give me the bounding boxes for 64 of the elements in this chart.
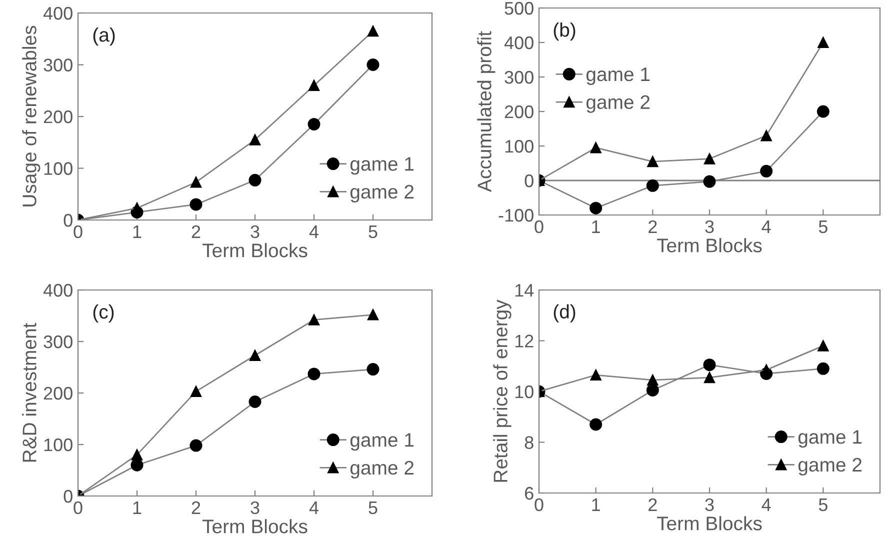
legend-label: game 1 (350, 433, 414, 451)
annotation: (c) (93, 304, 114, 323)
y-axis-title: Accumulated profit (477, 31, 496, 192)
x-tick-label: 0 (534, 220, 544, 234)
y-tick-label: 100 (44, 162, 72, 175)
y-tick-label: 200 (504, 105, 534, 118)
legend-label: game 2 (350, 460, 414, 478)
x-tick-label: 4 (309, 502, 318, 514)
x-tick-label: 4 (762, 220, 771, 233)
x-tick-label: 2 (648, 498, 657, 511)
x-tick-label: 5 (818, 498, 828, 512)
y-tick-label: -100 (498, 208, 534, 222)
x-tick-label: 0 (534, 498, 544, 512)
y-tick-label: 200 (44, 386, 72, 400)
y-tick-label: 200 (44, 110, 72, 124)
x-tick-label: 5 (368, 502, 378, 514)
legend-label: game 2 (350, 184, 414, 202)
x-axis-title: Term Blocks (202, 243, 308, 258)
x-axis-title: Term Blocks (657, 238, 762, 252)
legend-label: game 1 (586, 68, 650, 86)
y-tick-label: 6 (525, 486, 534, 500)
y-tick-label: 100 (44, 438, 72, 452)
x-tick-label: 4 (762, 498, 771, 511)
y-tick-label: 10 (515, 385, 534, 398)
y-tick-label: 0 (524, 174, 534, 188)
y-axis-title: R&D investment (22, 322, 36, 462)
y-tick-label: 8 (524, 436, 534, 449)
legend-label: game 1 (798, 430, 862, 448)
y-tick-label: 400 (504, 36, 534, 50)
x-axis-title: Term Blocks (657, 516, 762, 530)
x-tick-label: 2 (648, 220, 657, 233)
legend-label: game 2 (798, 458, 862, 476)
legend-label: game 2 (586, 95, 650, 113)
x-tick-label: 1 (133, 502, 142, 514)
annotation: (b) (554, 22, 576, 41)
x-tick-label: 1 (592, 220, 600, 233)
x-tick-label: 1 (592, 498, 600, 511)
x-tick-label: 5 (818, 220, 828, 234)
y-tick-label: 500 (504, 2, 534, 15)
x-tick-label: 0 (74, 501, 82, 514)
y-axis-title: Retail price of energy (493, 300, 512, 482)
x-tick-label: 4 (309, 226, 318, 238)
x-tick-label: 3 (705, 220, 714, 234)
y-tick-label: 400 (43, 6, 72, 20)
x-tick-label: 5 (368, 226, 378, 238)
x-tick-label: 1 (133, 226, 142, 238)
y-tick-label: 300 (44, 335, 72, 348)
x-tick-label: 3 (250, 501, 260, 514)
x-axis-title: Term Blocks (202, 519, 308, 534)
y-axis-title: Usage of renewables (22, 26, 40, 206)
y-tick-label: 100 (505, 140, 534, 153)
y-tick-label: 12 (515, 334, 534, 348)
y-tick-label: 400 (43, 284, 72, 297)
y-tick-label: 300 (504, 70, 534, 84)
annotation: (a) (93, 27, 115, 46)
annotation: (d) (554, 304, 576, 322)
x-tick-label: 2 (192, 501, 200, 514)
legend-label: game 1 (350, 157, 414, 175)
x-tick-label: 0 (74, 225, 82, 238)
x-tick-label: 2 (192, 225, 200, 238)
y-tick-label: 300 (44, 58, 72, 72)
x-tick-label: 3 (250, 225, 260, 238)
x-tick-label: 3 (705, 498, 714, 512)
y-tick-label: 14 (515, 284, 534, 297)
